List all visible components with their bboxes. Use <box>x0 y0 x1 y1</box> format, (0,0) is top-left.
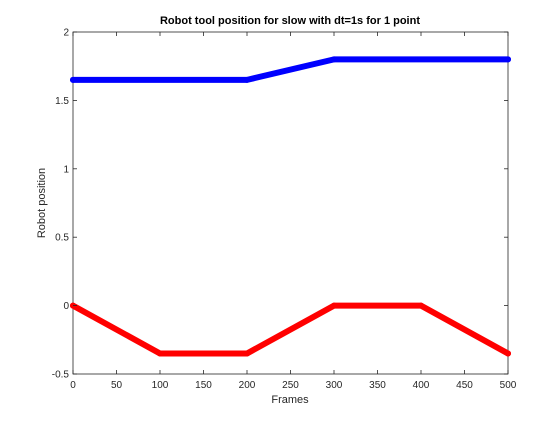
series-1-point <box>244 350 250 357</box>
series-1-point <box>418 302 424 309</box>
x-tick-label: 450 <box>456 380 473 391</box>
y-tick-label: 1 <box>63 164 69 175</box>
series-0-point <box>505 56 511 63</box>
series-1-point <box>505 350 511 357</box>
series-1-point <box>157 350 163 357</box>
y-axis-label: Robot position <box>36 168 48 238</box>
y-tick-label: 1.5 <box>55 96 69 107</box>
y-axis-ticks: -0.5 0 0.5 1 1.5 2 <box>52 28 508 381</box>
y-tick-label: 0 <box>63 301 69 312</box>
series-line-1 <box>70 302 511 357</box>
series-0-point <box>331 56 337 63</box>
x-tick-label: 200 <box>239 380 256 391</box>
x-tick-label: 300 <box>326 380 343 391</box>
x-tick-label: 0 <box>70 380 76 391</box>
x-tick-label: 150 <box>195 380 212 391</box>
y-tick-label: 0.5 <box>55 233 69 244</box>
x-axis-ticks: 0 50 100 150 200 250 300 350 400 450 500 <box>70 32 517 391</box>
series-0-point <box>70 76 76 83</box>
x-tick-label: 50 <box>111 380 123 391</box>
y-tick-label: 2 <box>63 28 69 39</box>
x-tick-label: 250 <box>282 380 299 391</box>
x-tick-label: 500 <box>500 380 517 391</box>
x-tick-label: 350 <box>369 380 386 391</box>
y-tick-label: -0.5 <box>52 370 70 381</box>
series-layer <box>70 56 511 357</box>
series-line-0 <box>70 56 511 83</box>
x-axis-label: Frames <box>271 394 309 406</box>
x-tick-label: 100 <box>152 380 169 391</box>
series-1-point <box>331 302 337 309</box>
x-tick-label: 400 <box>413 380 430 391</box>
chart-title: Robot tool position for slow with dt=1s … <box>160 15 420 27</box>
series-0-point <box>244 76 250 83</box>
